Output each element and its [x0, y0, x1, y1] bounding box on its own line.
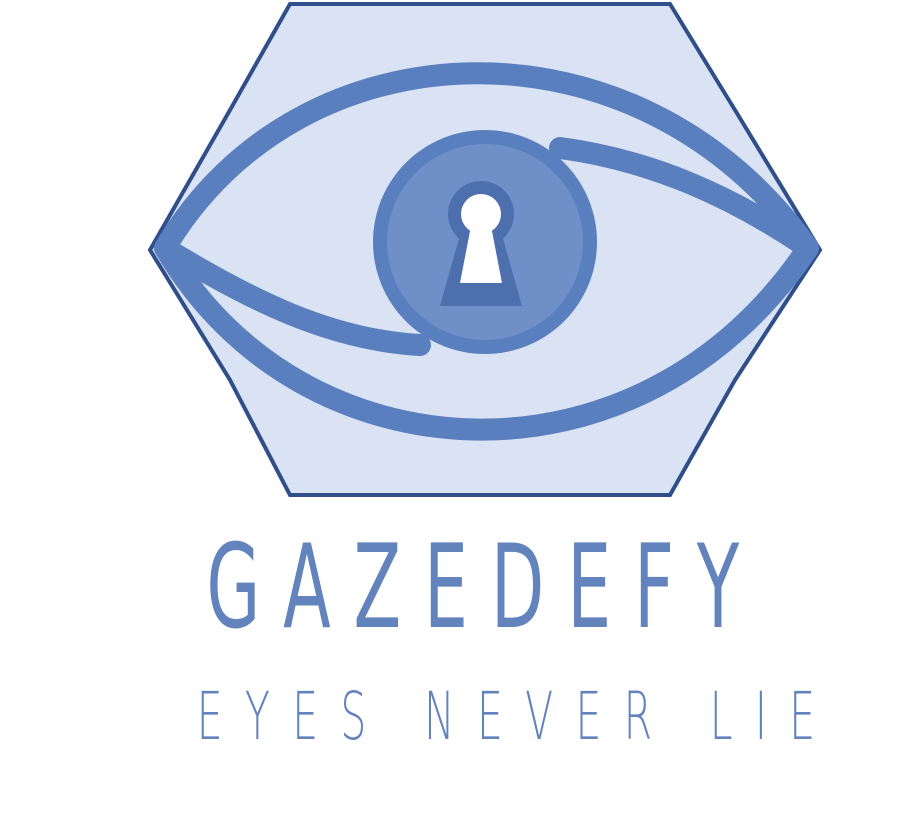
eye-keyhole-icon: [147, 1, 823, 497]
eye-lower-lid: [154, 237, 431, 356]
logo: [147, 1, 823, 497]
eye-upper-lid: [549, 137, 819, 259]
brand-name: GAZEDEFY: [206, 520, 763, 655]
keyhole-icon: [440, 181, 522, 306]
brand-tagline: EYES NEVER LIE: [196, 678, 838, 755]
